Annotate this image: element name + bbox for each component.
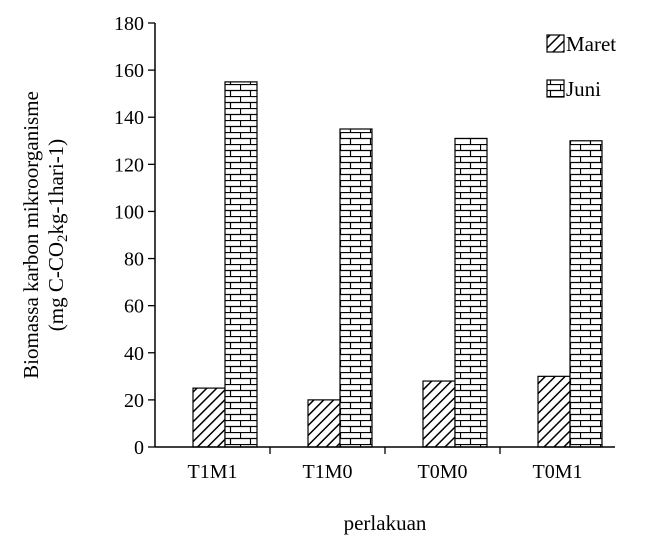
x-tick-label-t0m1: T0M1: [533, 461, 583, 483]
y-tick-label-100: 100: [114, 201, 144, 223]
x-tick-label-t0m0: T0M0: [418, 461, 468, 483]
y-axis-title-line1: Biomassa karbon mikroorganisme: [19, 91, 43, 379]
bar-maret-t0m0: [422, 380, 456, 448]
x-tick-label-t1m1: T1M1: [188, 461, 238, 483]
y-axis-title: Biomassa karbon mikroorganisme (mg C-CO2…: [19, 91, 71, 379]
y-tick-label-120: 120: [114, 154, 144, 176]
bar-maret-t1m0: [307, 399, 341, 448]
y-axis-title-line2: (mg C-CO2kg-1hari-1): [44, 139, 71, 331]
x-tick-label-t1m0: T1M0: [303, 461, 353, 483]
x-axis-title: perlakuan: [344, 511, 427, 535]
legend-swatch-juni: [546, 79, 565, 98]
bar-juni-t0m1: [569, 140, 603, 448]
y-tick-label-80: 80: [124, 249, 144, 271]
y-tick-label-180: 180: [114, 13, 144, 35]
legend-label-juni: Juni: [566, 77, 601, 101]
y-tick-label-60: 60: [124, 296, 144, 318]
legend-swatch-maret: [546, 34, 565, 53]
y-tick-label-20: 20: [124, 390, 144, 412]
bar-maret-t0m1: [537, 375, 571, 448]
y-tick-label-0: 0: [134, 437, 144, 459]
y-tick-label-140: 140: [114, 107, 144, 129]
y-tick-label-160: 160: [114, 60, 144, 82]
bar-juni-t0m0: [454, 137, 488, 448]
bar-juni-t1m0: [339, 128, 373, 448]
bar-juni-t1m1: [224, 81, 258, 448]
legend: Maret Juni: [546, 32, 616, 101]
y-tick-label-40: 40: [124, 343, 144, 365]
plot-area: T1M1 T1M0 T0M0 T0M1 0 20 40 60 80 100 120 140 160 180: [114, 13, 615, 483]
legend-label-maret: Maret: [566, 32, 616, 56]
bar-maret-t1m1: [192, 387, 226, 448]
